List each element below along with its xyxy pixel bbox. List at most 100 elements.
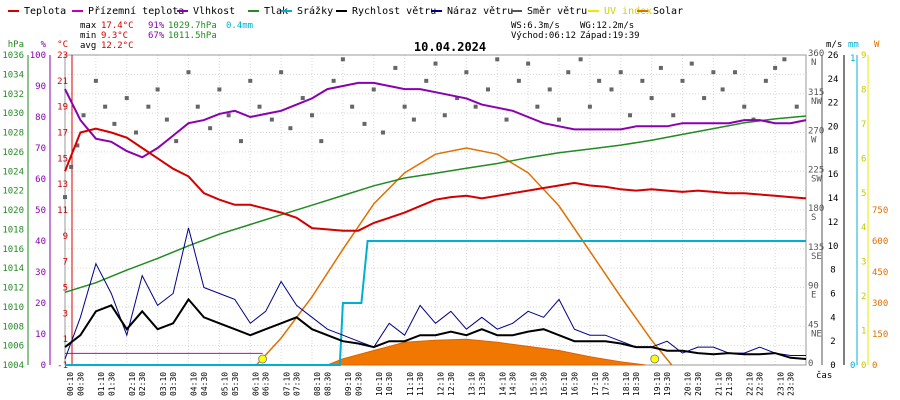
series-winddir-point bbox=[424, 78, 429, 83]
windspeed-tick: 10 bbox=[828, 242, 839, 252]
stats-min-hum: 67% bbox=[148, 31, 165, 41]
series-winddir-point bbox=[473, 104, 478, 109]
pressure-axis-tick: 1028 bbox=[2, 129, 24, 139]
x-tick-label: 06:30 bbox=[262, 372, 271, 396]
x-tick-label: 02:30 bbox=[138, 372, 147, 396]
x-tick-label: 18:30 bbox=[632, 372, 641, 396]
x-tick-label: 07:10 bbox=[282, 372, 291, 396]
series-winddir-point bbox=[495, 57, 500, 62]
series-winddir-point bbox=[402, 104, 407, 109]
winddir-tick: 45 bbox=[808, 320, 819, 330]
windspeed-tick: 12 bbox=[828, 218, 839, 228]
x-tick-label: 23:10 bbox=[776, 372, 785, 396]
pressure-axis-tick: 1024 bbox=[2, 167, 24, 177]
temperature-axis-tick: 21 bbox=[57, 77, 68, 87]
windspeed-tick: 8 bbox=[830, 266, 835, 276]
x-tick-label: 03:10 bbox=[159, 372, 168, 396]
x-axis: 00:10 00:30 01:10 01:30 02:10 02:30 03:10 03:30… bbox=[66, 370, 832, 396]
legend-label: Vlhkost bbox=[193, 6, 235, 17]
legend: Teplota Přízemní teplota Vlhkost Tlak Srážky… bbox=[8, 5, 683, 17]
series-winddir-point bbox=[535, 104, 540, 109]
pressure-axis-tick: 1010 bbox=[2, 303, 24, 313]
stats-block: max 17.4°C 91% 1029.7hPa 0.4mm min 9.3°C 67% 101… bbox=[80, 21, 640, 51]
series-winddir-point bbox=[597, 78, 602, 83]
stats-avg-temp: 12.2°C bbox=[101, 41, 134, 51]
series-winddir-point bbox=[516, 78, 521, 83]
stats-min-label: min bbox=[80, 31, 96, 41]
humidity-axis-tick: 70 bbox=[35, 144, 46, 154]
x-tick-label: 05:10 bbox=[221, 372, 230, 396]
series-winddir-point bbox=[238, 139, 243, 144]
x-tick-label: 08:30 bbox=[323, 372, 332, 396]
series-temperature bbox=[64, 127, 807, 232]
series-winddir-point bbox=[411, 117, 416, 122]
humidity-axis-tick: 100 bbox=[30, 51, 46, 61]
series-winddir-point bbox=[134, 130, 139, 135]
pressure-axis-unit: hPa bbox=[8, 40, 24, 50]
x-tick-label: 20:30 bbox=[694, 372, 703, 396]
pressure-axis-tick: 1014 bbox=[2, 264, 24, 274]
winddir-tick: 135 bbox=[808, 243, 824, 253]
legend-label: Teplota bbox=[24, 6, 66, 17]
humidity-axis-tick: 90 bbox=[35, 82, 46, 92]
x-tick-label: 21:30 bbox=[725, 372, 734, 396]
x-tick-label: 00:10 bbox=[66, 372, 75, 396]
series-winddir-point bbox=[640, 78, 645, 83]
stats-max-temp: 17.4°C bbox=[101, 21, 134, 31]
stats-max-hum: 91% bbox=[148, 21, 165, 31]
series-winddir-point bbox=[340, 57, 345, 62]
winddir-label: S bbox=[811, 213, 816, 223]
humidity-axis-unit: % bbox=[41, 40, 47, 50]
series-winddir-point bbox=[288, 126, 293, 131]
series-winddir-point bbox=[300, 96, 305, 101]
series-pressure bbox=[64, 115, 807, 294]
solar-tick: 450 bbox=[872, 268, 888, 278]
series-winddir-point bbox=[69, 164, 74, 169]
series-winddir-point bbox=[763, 78, 768, 83]
x-tick-label: 15:30 bbox=[540, 372, 549, 396]
legend-label: Tlak bbox=[264, 6, 288, 17]
temperature-axis-tick: 23 bbox=[57, 51, 68, 61]
x-tick-label: 03:30 bbox=[169, 372, 178, 396]
stats-avg-label: avg bbox=[80, 41, 96, 51]
series-winddir-point bbox=[671, 113, 676, 118]
x-tick-label: 06:10 bbox=[251, 372, 260, 396]
pressure-axis-tick: 1026 bbox=[2, 148, 24, 158]
series-winddir-point bbox=[794, 104, 799, 109]
series-winddir-point bbox=[464, 70, 469, 75]
legend-label: Směr větru bbox=[527, 5, 587, 17]
series-winddir-point bbox=[310, 113, 314, 118]
series-winddir-point bbox=[155, 87, 160, 92]
stats-max-press: 1029.7hPa bbox=[168, 21, 217, 31]
series-winddir-point bbox=[319, 139, 324, 144]
x-tick-label: 11:10 bbox=[406, 372, 415, 396]
windspeed-tick: 26 bbox=[828, 51, 839, 61]
series-winddir-point bbox=[711, 70, 716, 75]
stats-ws: WS:6.3m/s bbox=[511, 21, 560, 31]
x-tick-label: 19:10 bbox=[653, 372, 662, 396]
series-winddir-point bbox=[186, 70, 191, 75]
series-winddir-point bbox=[81, 113, 86, 118]
winddir-label: E bbox=[811, 291, 816, 301]
winddir-label: W bbox=[811, 136, 817, 146]
stats-sunset: Západ:19:39 bbox=[580, 31, 640, 41]
uv-tick: 2 bbox=[861, 292, 866, 302]
solar-tick: 0 bbox=[872, 361, 877, 371]
series-winddir-point bbox=[174, 139, 179, 144]
plot-area bbox=[63, 57, 807, 366]
stats-max-rain: 0.4mm bbox=[226, 21, 253, 31]
legend-label: Srážky bbox=[297, 5, 333, 17]
x-tick-label: 23:30 bbox=[787, 372, 796, 396]
series-winddir-point bbox=[103, 104, 108, 109]
winddir-label: NW bbox=[811, 97, 822, 107]
uv-tick: 5 bbox=[861, 189, 866, 199]
series-winddir-point bbox=[547, 87, 552, 92]
uv-tick: 4 bbox=[861, 223, 866, 233]
uv-tick: 6 bbox=[861, 154, 866, 164]
series-winddir-point bbox=[455, 96, 460, 101]
series-winddir-point bbox=[269, 117, 274, 122]
series-winddir-point bbox=[331, 78, 336, 83]
series-winddir-point bbox=[658, 65, 663, 70]
x-tick-label: 04:30 bbox=[200, 372, 209, 396]
